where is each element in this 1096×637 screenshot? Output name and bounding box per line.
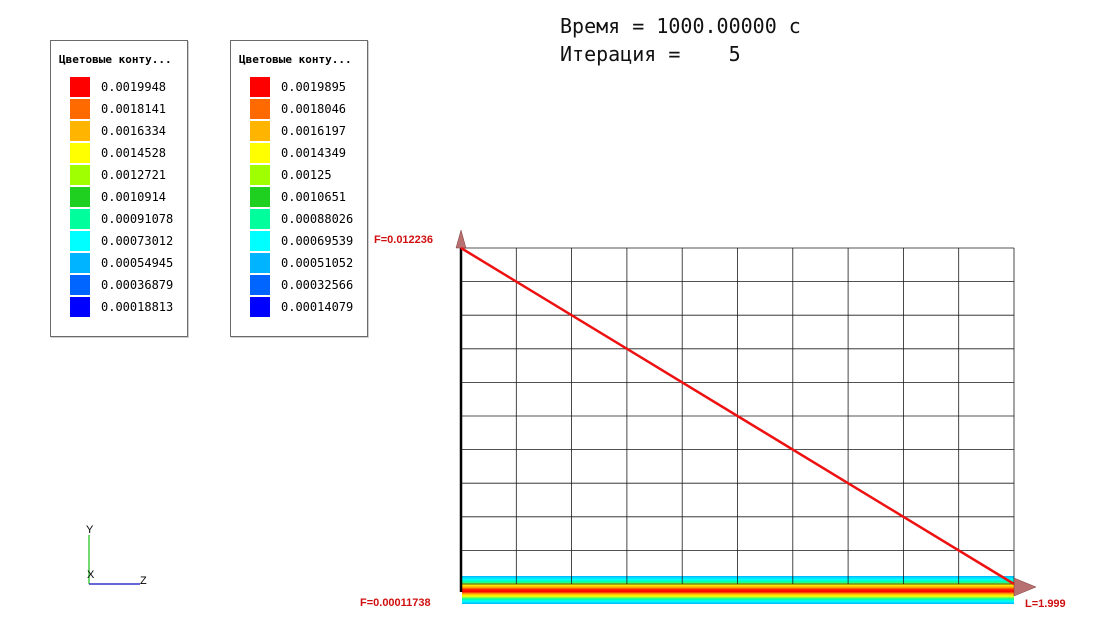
iteration-readout: Итерация = 5 [560, 42, 741, 66]
legend-swatch [250, 99, 270, 119]
axis-triad: Y X Z [86, 524, 147, 587]
legend-value: 0.00036879 [101, 278, 174, 292]
legend-value: 0.0010651 [281, 190, 347, 204]
legend-value: 0.0019948 [101, 80, 167, 94]
legend-swatch [250, 143, 270, 163]
legend-value: 0.00073012 [101, 234, 174, 248]
legend-value: 0.0018046 [281, 102, 347, 116]
legend-value: 0.00125 [281, 168, 332, 182]
legend-swatch [70, 143, 90, 163]
l-axis-arrow [1013, 577, 1037, 597]
color-legend-1[interactable]: Цветовые конту... 0.0019948 0.0018141 0.00… [50, 40, 188, 337]
legend-value: 0.0016334 [101, 124, 167, 138]
legend-swatch [250, 187, 270, 207]
legend-swatch [70, 99, 90, 119]
legend-value: 0.0010914 [101, 190, 167, 204]
legend-swatch [70, 187, 90, 207]
legend-swatch [250, 121, 270, 141]
legend-value: 0.00014079 [281, 300, 354, 314]
legend-swatch [250, 253, 270, 273]
contour-band [462, 576, 1014, 604]
legend-swatch [250, 165, 270, 185]
x-axis-label: X [87, 569, 95, 581]
legend-value: 0.00069539 [281, 234, 354, 248]
chart-grid [460, 247, 1015, 585]
time-readout: Время = 1000.00000 с [560, 14, 801, 38]
legend-value: 0.0016197 [281, 124, 347, 138]
f-max-label: F=0.012236 [374, 234, 433, 246]
legend-value: 0.00032566 [281, 278, 354, 292]
legend-value: 0.00054945 [101, 256, 174, 270]
legend-title: Цветовые конту... [239, 53, 352, 66]
legend-swatch [70, 231, 90, 251]
legend-value: 0.0014528 [101, 146, 167, 160]
l-label: L=1.999 [1025, 598, 1066, 610]
legend-swatch [250, 209, 270, 229]
legend-swatch [250, 275, 270, 295]
legend-value: 0.0018141 [101, 102, 167, 116]
legend-title: Цветовые конту... [59, 53, 172, 66]
legend-swatch [70, 209, 90, 229]
z-axis-label: Z [140, 575, 147, 587]
legend-value: 0.0019895 [281, 80, 347, 94]
legend-value: 0.00091078 [101, 212, 174, 226]
y-axis-label: Y [86, 524, 94, 536]
legend-swatch [70, 165, 90, 185]
legend-value: 0.0014349 [281, 146, 347, 160]
legend-swatch [250, 77, 270, 97]
f-min-label: F=0.00011738 [360, 597, 431, 609]
legend-swatch [250, 231, 270, 251]
series-line [460, 246, 1015, 586]
legend-value: 0.00051052 [281, 256, 354, 270]
legend-swatch [70, 77, 90, 97]
color-legend-2[interactable]: Цветовые конту... 0.0019895 0.0018046 0.00… [230, 40, 368, 337]
legend-swatch [70, 121, 90, 141]
legend-swatch [250, 297, 270, 317]
legend-swatch [70, 297, 90, 317]
legend-swatch [70, 275, 90, 295]
legend-swatch [70, 253, 90, 273]
legend-value: 0.0012721 [101, 168, 167, 182]
legend-value: 0.00088026 [281, 212, 354, 226]
f-axis-arrow [455, 229, 467, 249]
legend-value: 0.00018813 [101, 300, 174, 314]
